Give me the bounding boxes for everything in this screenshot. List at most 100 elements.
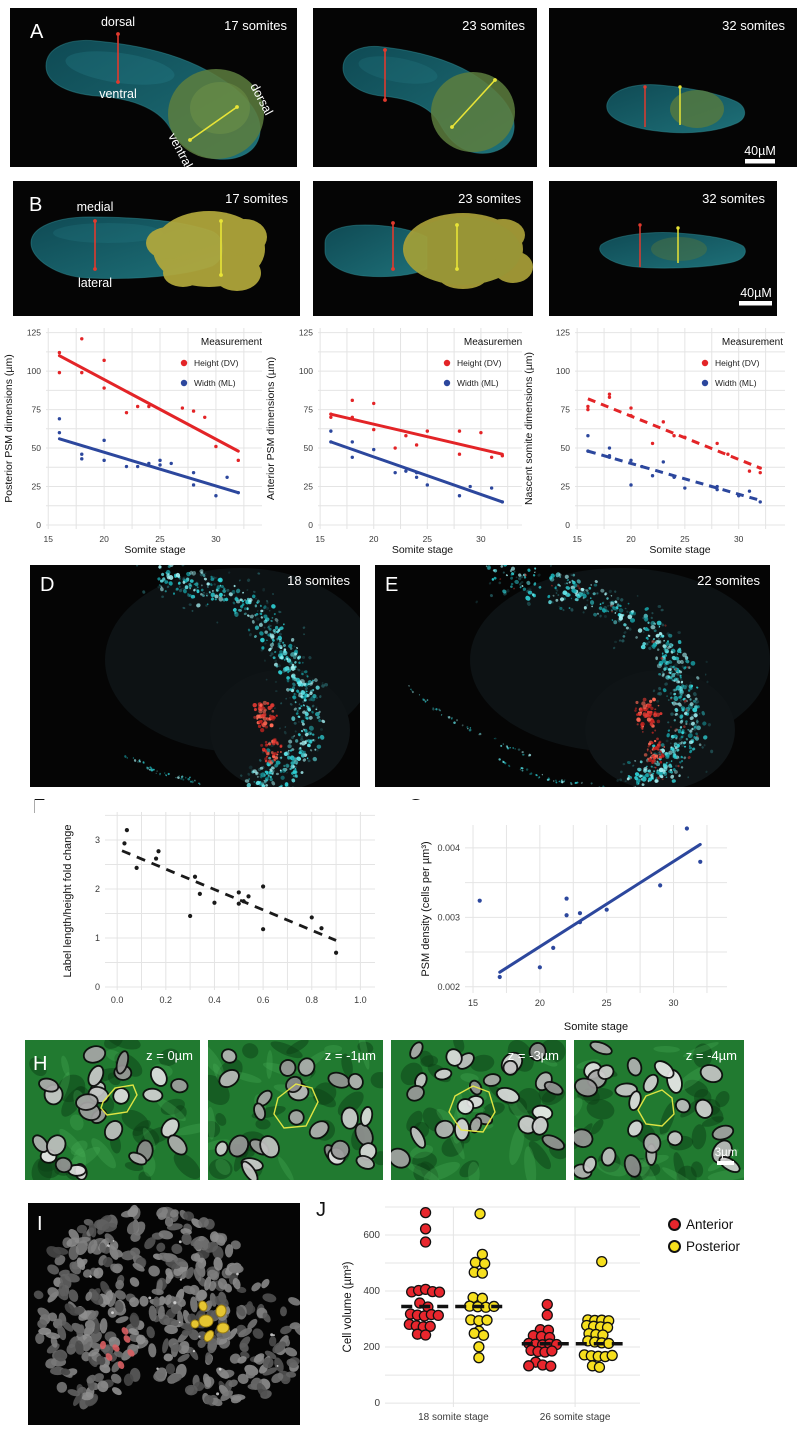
svg-text:0.003: 0.003 [437, 912, 460, 922]
svg-text:75: 75 [32, 405, 42, 415]
svg-text:0: 0 [374, 1398, 380, 1409]
stage-label: 22 somites [697, 573, 760, 588]
somite-line-end [678, 85, 682, 89]
z-depth-label: z = -4µm [686, 1048, 737, 1063]
somite-line-end [455, 267, 459, 271]
medial-label: medial [77, 200, 114, 214]
panel-a-image-1: dorsal ventral dorsal ventral 17 somites… [10, 8, 297, 167]
svg-text:0: 0 [95, 982, 100, 992]
svg-text:600: 600 [363, 1230, 380, 1241]
panel-i-image: I [28, 1203, 300, 1425]
ml-line-end [93, 219, 97, 223]
svg-text:25: 25 [680, 534, 690, 544]
svg-text:Height (DV): Height (DV) [457, 358, 502, 368]
svg-text:100: 100 [556, 366, 570, 376]
somite-line-end [450, 125, 454, 129]
svg-text:100: 100 [299, 366, 313, 376]
svg-text:50: 50 [561, 443, 571, 453]
svg-text:125: 125 [27, 328, 41, 338]
panel-e-microscopy-decoration [408, 565, 770, 787]
svg-text:15: 15 [572, 534, 582, 544]
svg-text:50: 50 [32, 443, 42, 453]
somite-line-end [219, 273, 223, 277]
svg-text:25: 25 [602, 998, 612, 1008]
svg-text:30: 30 [734, 534, 744, 544]
svg-text:Width (ML): Width (ML) [715, 378, 757, 388]
svg-text:3: 3 [95, 835, 100, 845]
embryo-sheen [53, 223, 163, 243]
svg-text:1.0: 1.0 [354, 995, 367, 1005]
chart-label-fold-change: 0.0 0.2 0.4 0.6 0.8 1.0 0 1 2 3 Label length/heigh… [35, 800, 390, 1025]
svg-text:50: 50 [304, 443, 314, 453]
stage-label: 23 somites [462, 18, 525, 33]
svg-text:Somite stage: Somite stage [124, 544, 185, 556]
somite-line-end [455, 223, 459, 227]
stage-label: 17 somites [224, 18, 287, 33]
scale-bar [745, 159, 775, 164]
svg-text:0.4: 0.4 [208, 995, 221, 1005]
svg-text:30: 30 [669, 998, 679, 1008]
panel-h-slice-3: z = -3µm [391, 1040, 566, 1180]
posterior-region [431, 72, 515, 152]
svg-text:2: 2 [95, 884, 100, 894]
svg-text:0.0: 0.0 [111, 995, 124, 1005]
dv-line-end [643, 85, 647, 89]
panel-b-image-3: 32 somites 40µM [549, 181, 777, 316]
z-depth-label: z = -1µm [325, 1048, 376, 1063]
svg-text:400: 400 [363, 1286, 380, 1297]
panel-d-label: D [40, 574, 54, 596]
svg-text:25: 25 [561, 482, 571, 492]
scale-bar-label: 40µM [744, 144, 776, 158]
svg-text:30: 30 [211, 534, 221, 544]
svg-text:75: 75 [304, 405, 314, 415]
scale-bar [717, 1161, 734, 1165]
svg-text:1: 1 [95, 933, 100, 943]
ml-line-end [391, 267, 395, 271]
svg-text:25: 25 [304, 482, 314, 492]
h-slice-4-decoration [574, 1040, 744, 1180]
svg-text:25: 25 [423, 534, 433, 544]
svg-text:0: 0 [36, 520, 41, 530]
svg-text:Somite stage: Somite stage [564, 1021, 628, 1033]
posterior-region-tint [405, 217, 521, 285]
stage-label: 18 somites [287, 573, 350, 588]
panel-a-label: A [30, 21, 44, 43]
ml-line-end [638, 223, 642, 227]
somite-measure-line [451, 79, 496, 128]
dorsal-label: dorsal [101, 15, 135, 29]
z-depth-label: z = 0µm [146, 1048, 193, 1063]
svg-text:25: 25 [32, 482, 42, 492]
ventral-label: ventral [99, 87, 137, 101]
svg-text:Label length/height fold chang: Label length/height fold change [62, 825, 74, 978]
stage-label: 32 somites [722, 18, 785, 33]
chart-psm-density: 15 20 25 30 0.002 0.003 0.004 Somite stage PSM d… [405, 800, 760, 1035]
svg-text:25: 25 [155, 534, 165, 544]
somite-line-end [188, 138, 192, 142]
svg-text:Cell volume (µm³): Cell volume (µm³) [342, 1261, 354, 1352]
ml-line-end [93, 267, 97, 271]
svg-text:75: 75 [561, 405, 571, 415]
posterior-dot-icon [668, 1240, 681, 1253]
somite-line-end [493, 78, 497, 82]
h-slice-2-decoration [208, 1040, 383, 1180]
cell-volume-legend: Anterior Posterior [668, 1217, 740, 1254]
svg-text:Width (ML): Width (ML) [194, 378, 236, 388]
svg-text:20: 20 [535, 998, 545, 1008]
svg-text:Anterior PSM dimensions (µm): Anterior PSM dimensions (µm) [265, 357, 277, 500]
panel-h-slice-1: z = 0µm H [25, 1040, 200, 1180]
panel-b-image-1: medial lateral 17 somites B [13, 181, 300, 316]
panel-b-image-2: 23 somites [313, 181, 533, 316]
svg-text:15: 15 [44, 534, 54, 544]
svg-text:100: 100 [27, 366, 41, 376]
panel-i-label: I [37, 1213, 43, 1235]
scale-bar-label: 3µm [715, 1147, 738, 1159]
svg-text:0: 0 [308, 520, 313, 530]
panel-e-label: E [385, 574, 398, 596]
svg-text:Measurement: Measurement [722, 337, 783, 348]
dv-line-end [383, 48, 387, 52]
panel-a-image-2: 23 somites [313, 8, 537, 167]
svg-text:Height (DV): Height (DV) [194, 358, 239, 368]
dv-line-end [116, 80, 120, 84]
panel-h-slice-4: z = -4µm 3µm [574, 1040, 744, 1180]
svg-text:200: 200 [363, 1342, 380, 1353]
